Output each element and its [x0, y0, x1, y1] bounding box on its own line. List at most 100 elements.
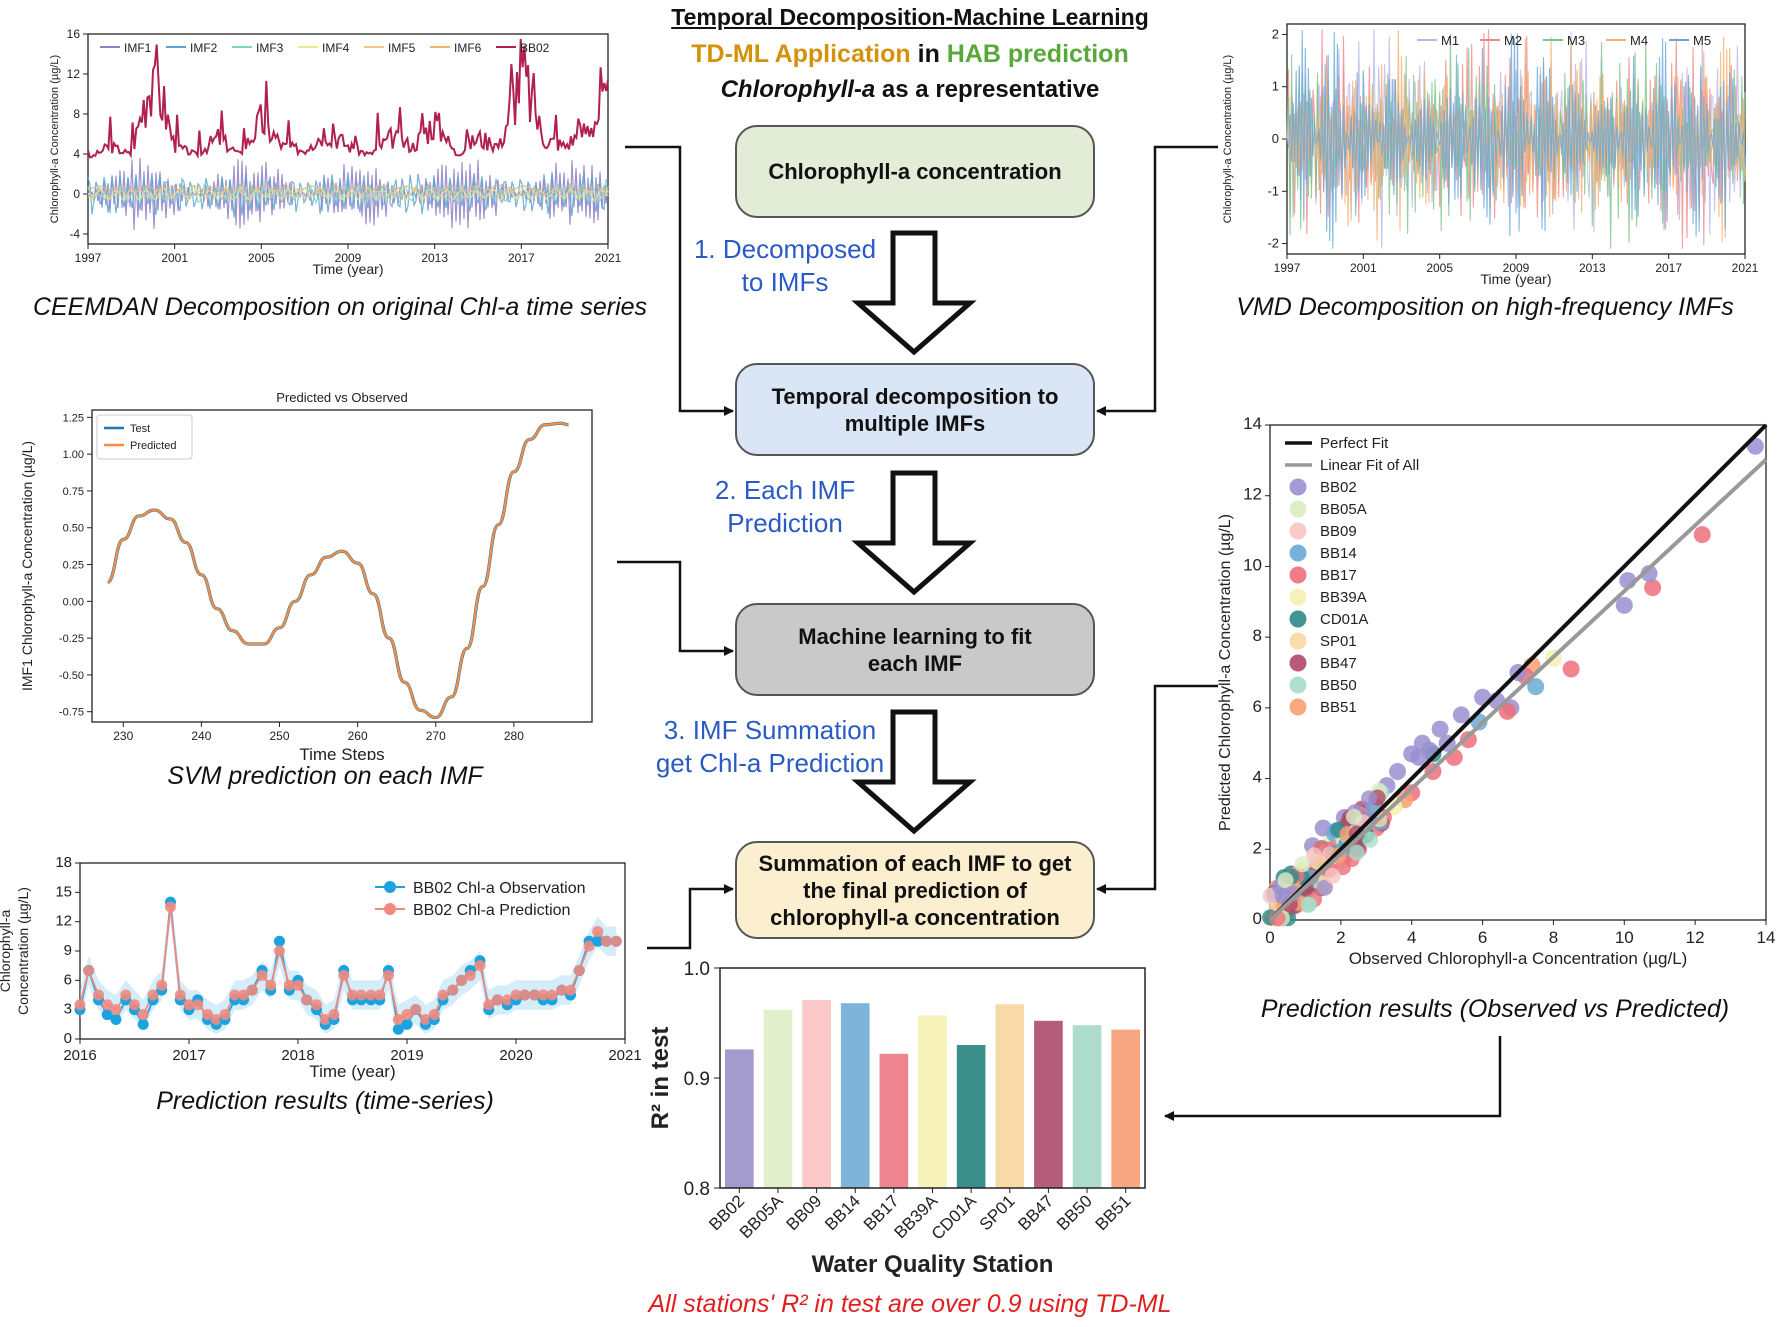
bar-bb05a [763, 1009, 793, 1188]
x-tick-label: CD01A [928, 1191, 981, 1244]
legend-label: IMF6 [454, 41, 482, 55]
prediction-point [83, 965, 95, 977]
connector-r2 [1164, 1036, 1502, 1121]
x-tick-label: 2009 [335, 251, 362, 265]
bar-bb02 [725, 1049, 754, 1188]
y-tick-label: 4 [1253, 768, 1262, 787]
box-machine-learning: Machine learning to fit each IMF [735, 603, 1095, 696]
prediction-point [410, 1004, 422, 1016]
legend-label: M2 [1504, 33, 1522, 48]
y-tick-label: 1.0 [684, 959, 710, 980]
prediction-point [147, 989, 159, 1001]
observation-point [273, 935, 285, 947]
down-arrow-2 [851, 470, 977, 596]
prediction-point [510, 989, 522, 1001]
legend-label: BB02 Chl-a Observation [413, 880, 586, 897]
y-axis-label: Predicted Chlorophyll-a Concentration (µ… [1217, 514, 1234, 831]
x-tick-label: BB14 [821, 1191, 864, 1234]
y-axis-label: Chlorophyll-a [0, 910, 13, 993]
scatter-point-bb05a [1294, 856, 1311, 873]
prediction-point [174, 989, 186, 1001]
legend-label: Test [130, 423, 150, 435]
y-axis-label: Chlorophyll-a Concentration (µg/L) [49, 55, 61, 223]
connector-scatter [1096, 684, 1218, 894]
legend-label: IMF2 [190, 41, 218, 55]
y-tick-label: 18 [55, 855, 72, 871]
x-tick-label: 2021 [608, 1047, 641, 1064]
prediction-point [120, 989, 132, 1001]
prediction-point [428, 1009, 440, 1021]
scatter-point-bb02 [1316, 879, 1333, 896]
y-tick-label: 0 [73, 187, 80, 201]
series-line-test [106, 421, 569, 720]
y-tick-label: -1 [1267, 183, 1279, 198]
observation-point [101, 1009, 113, 1021]
y-tick-label: 2 [1272, 26, 1279, 41]
ts-chart: 2016 2017 2018 2019 2020 2021 0 3 6 9 12 15 18 Time (… [0, 855, 642, 1081]
prediction-point [437, 989, 449, 1001]
y-tick-label: 12 [1243, 485, 1262, 504]
scatter-point-bb02 [1360, 790, 1377, 807]
legend-label: BB47 [1320, 655, 1357, 672]
scatter-point-bb09 [1324, 867, 1341, 884]
y-tick-label: 1.25 [63, 412, 84, 424]
prediction-point [537, 989, 549, 1001]
in-label: in [910, 40, 947, 68]
series-line-predicted [107, 422, 569, 719]
series-line-bb02 [87, 38, 609, 160]
y-tick-label: 12 [67, 67, 81, 81]
diagram-subtitle-app: TD-ML Application in HAB prediction [560, 40, 1260, 69]
prediction-point [501, 994, 513, 1006]
y-axis-label: IMF1 Chlorophyll-a Concentration (µg/L) [20, 441, 35, 691]
x-tick-label: 2019 [390, 1047, 423, 1064]
x-tick-label: 2001 [1350, 261, 1377, 275]
legend-marker [1289, 500, 1307, 518]
box-label: Temporal decomposition to multiple IMFs [771, 383, 1059, 436]
legend-label: IMF5 [388, 41, 416, 55]
x-tick-label: 2020 [499, 1047, 532, 1064]
scatter-point-bb05a [1345, 808, 1362, 825]
fit-line-perfect [1268, 423, 1768, 922]
legend-marker [1289, 632, 1307, 650]
observation-point [137, 1018, 149, 1030]
prediction-point [600, 935, 612, 947]
vmd-chart: 1997 2001 2005 2009 2013 2017 2021 -2 -1 0 1 2 Time … [1222, 23, 1759, 287]
legend-marker [1289, 610, 1307, 628]
y-tick-label: 0.75 [63, 486, 84, 498]
series-line-imf4 [87, 185, 609, 203]
legend-label: BB05A [1320, 501, 1367, 518]
x-tick-label: 10 [1615, 928, 1634, 947]
x-tick-label: 2021 [595, 251, 622, 265]
x-tick-label: 2013 [1579, 261, 1606, 275]
legend-box [96, 414, 193, 460]
prediction-point [529, 989, 541, 1001]
box-label: Machine learning to fit each IMF [798, 623, 1032, 676]
connector-svm [617, 560, 734, 656]
x-tick-label: 2001 [161, 251, 188, 265]
prediction-point [283, 979, 295, 991]
legend-label: IMF3 [256, 41, 284, 55]
x-tick-label: 280 [504, 729, 524, 743]
prediction-point [392, 1013, 404, 1025]
scatter-point-bb02 [1452, 706, 1470, 724]
observation-point [392, 1023, 404, 1035]
legend-label: M5 [1693, 33, 1711, 48]
y-tick-label: 0 [1272, 131, 1279, 146]
legend-label: BB39A [1320, 589, 1367, 606]
prediction-point [183, 999, 195, 1011]
x-tick-label: 14 [1757, 928, 1776, 947]
legend-marker [1289, 676, 1307, 694]
diagram-title: Temporal Decomposition-Machine Learning [671, 4, 1149, 30]
legend-label: BB50 [1320, 677, 1357, 694]
scatter-point-bb17 [1562, 660, 1580, 678]
chart-title: Predicted vs Observed [276, 390, 408, 405]
bar-cd01a [956, 1045, 986, 1188]
y-tick-label: -0.50 [59, 670, 84, 682]
y-tick-label: -0.75 [59, 707, 84, 719]
legend-label: BB09 [1320, 523, 1357, 540]
legend-marker [1289, 566, 1307, 584]
x-axis-label: Time (year) [1480, 271, 1551, 287]
scatter-point-bb02 [1403, 745, 1421, 763]
prediction-point [229, 989, 241, 1001]
y-tick-label: 4 [73, 147, 80, 161]
